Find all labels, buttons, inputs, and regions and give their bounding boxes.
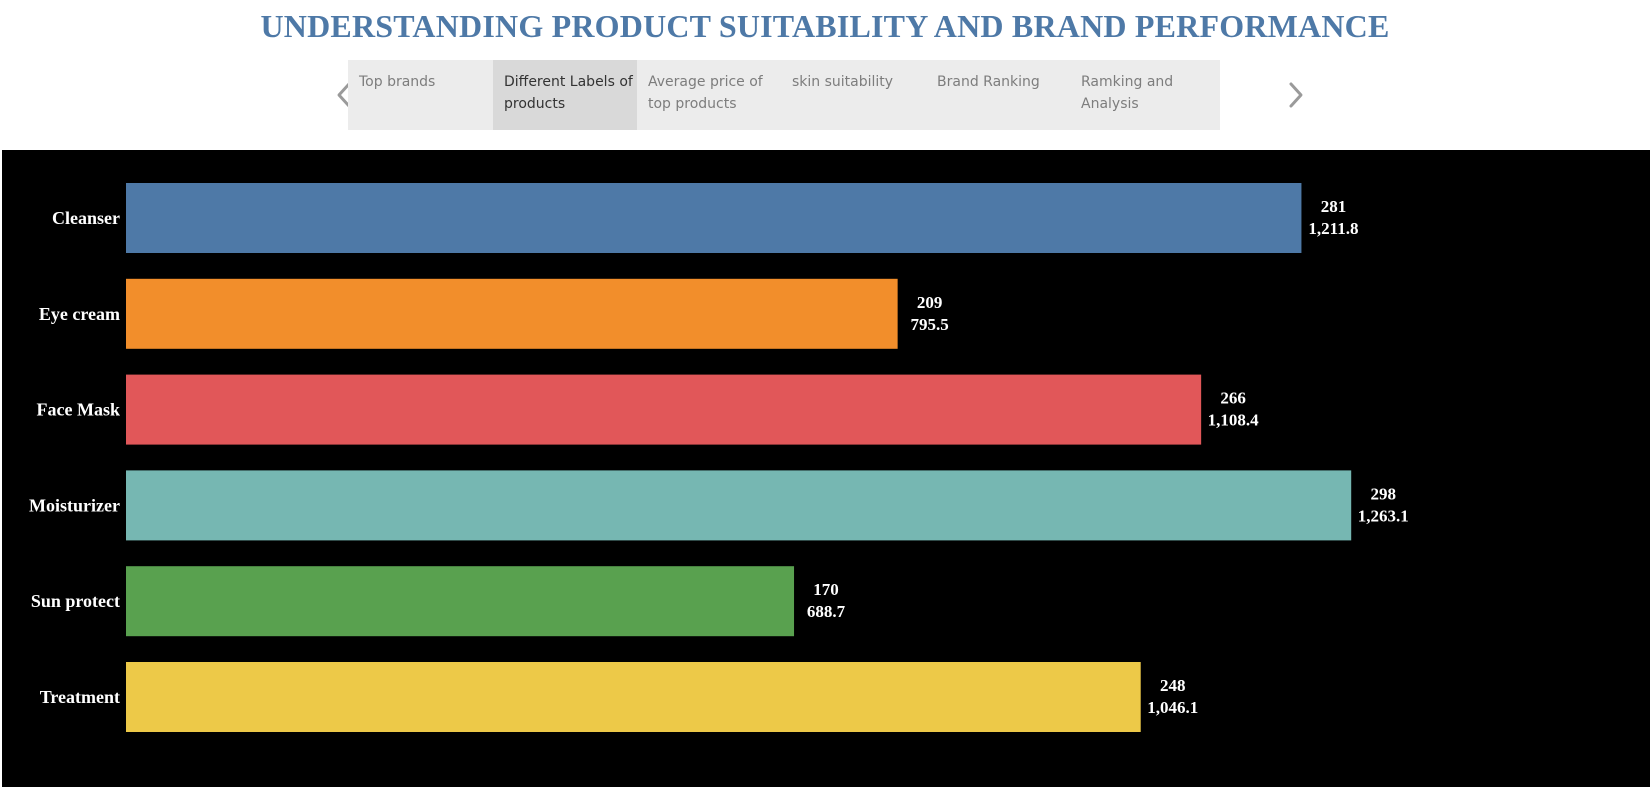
category-label-sun-protect: Sun protect [31, 591, 120, 611]
count-label-face-mask: 266 [1220, 389, 1246, 408]
story-navigator: Top brands Different Labels of products … [330, 60, 1320, 130]
count-label-sun-protect: 170 [813, 580, 839, 599]
value-label-sun-protect: 688.7 [807, 602, 846, 621]
value-label-cleanser: 1,211.8 [1308, 219, 1358, 238]
count-label-moisturizer: 298 [1370, 484, 1396, 503]
bar-chart: Cleanser 281 1,211.8 Eye cream 209 795.5 Face … [29, 183, 1409, 732]
category-label-face-mask: Face Mask [37, 400, 120, 420]
value-label-face-mask: 1,108.4 [1208, 411, 1260, 430]
bar-treatment[interactable] [126, 662, 1141, 732]
category-label-moisturizer: Moisturizer [29, 495, 120, 515]
story-tab-different-labels[interactable]: Different Labels of products [493, 60, 643, 130]
bar-sun-protect[interactable] [126, 566, 795, 637]
value-label-moisturizer: 1,263.1 [1358, 506, 1409, 525]
chevron-right-icon[interactable] [1280, 78, 1310, 112]
chevron-left-icon[interactable] [330, 78, 360, 112]
page-title: UNDERSTANDING PRODUCT SUITABILITY AND BR… [260, 8, 1390, 44]
count-label-cleanser: 281 [1321, 197, 1347, 216]
count-label-eye-cream: 209 [917, 293, 943, 312]
count-label-treatment: 248 [1160, 676, 1186, 695]
story-tab-skin-suitability[interactable]: skin suitability [781, 60, 931, 130]
category-label-cleanser: Cleanser [52, 208, 120, 228]
value-label-treatment: 1,046.1 [1147, 698, 1198, 717]
value-label-eye-cream: 795.5 [911, 315, 949, 334]
story-tab-average-price[interactable]: Average price of top products [637, 60, 787, 130]
bar-moisturizer[interactable] [126, 470, 1352, 541]
story-tab-top-brands[interactable]: Top brands [348, 60, 498, 130]
bar-face-mask[interactable] [126, 374, 1202, 445]
bar-chart-panel: Cleanser 281 1,211.8 Eye cream 209 795.5 Face … [2, 150, 1650, 787]
category-label-eye-cream: Eye cream [39, 304, 120, 324]
bar-cleanser[interactable] [126, 183, 1302, 253]
category-label-treatment: Treatment [40, 687, 120, 707]
story-tab-ranking-analysis[interactable]: Ramking and Analysis [1070, 60, 1220, 130]
bar-eye-cream[interactable] [126, 278, 898, 349]
story-tab-brand-ranking[interactable]: Brand Ranking [926, 60, 1076, 130]
